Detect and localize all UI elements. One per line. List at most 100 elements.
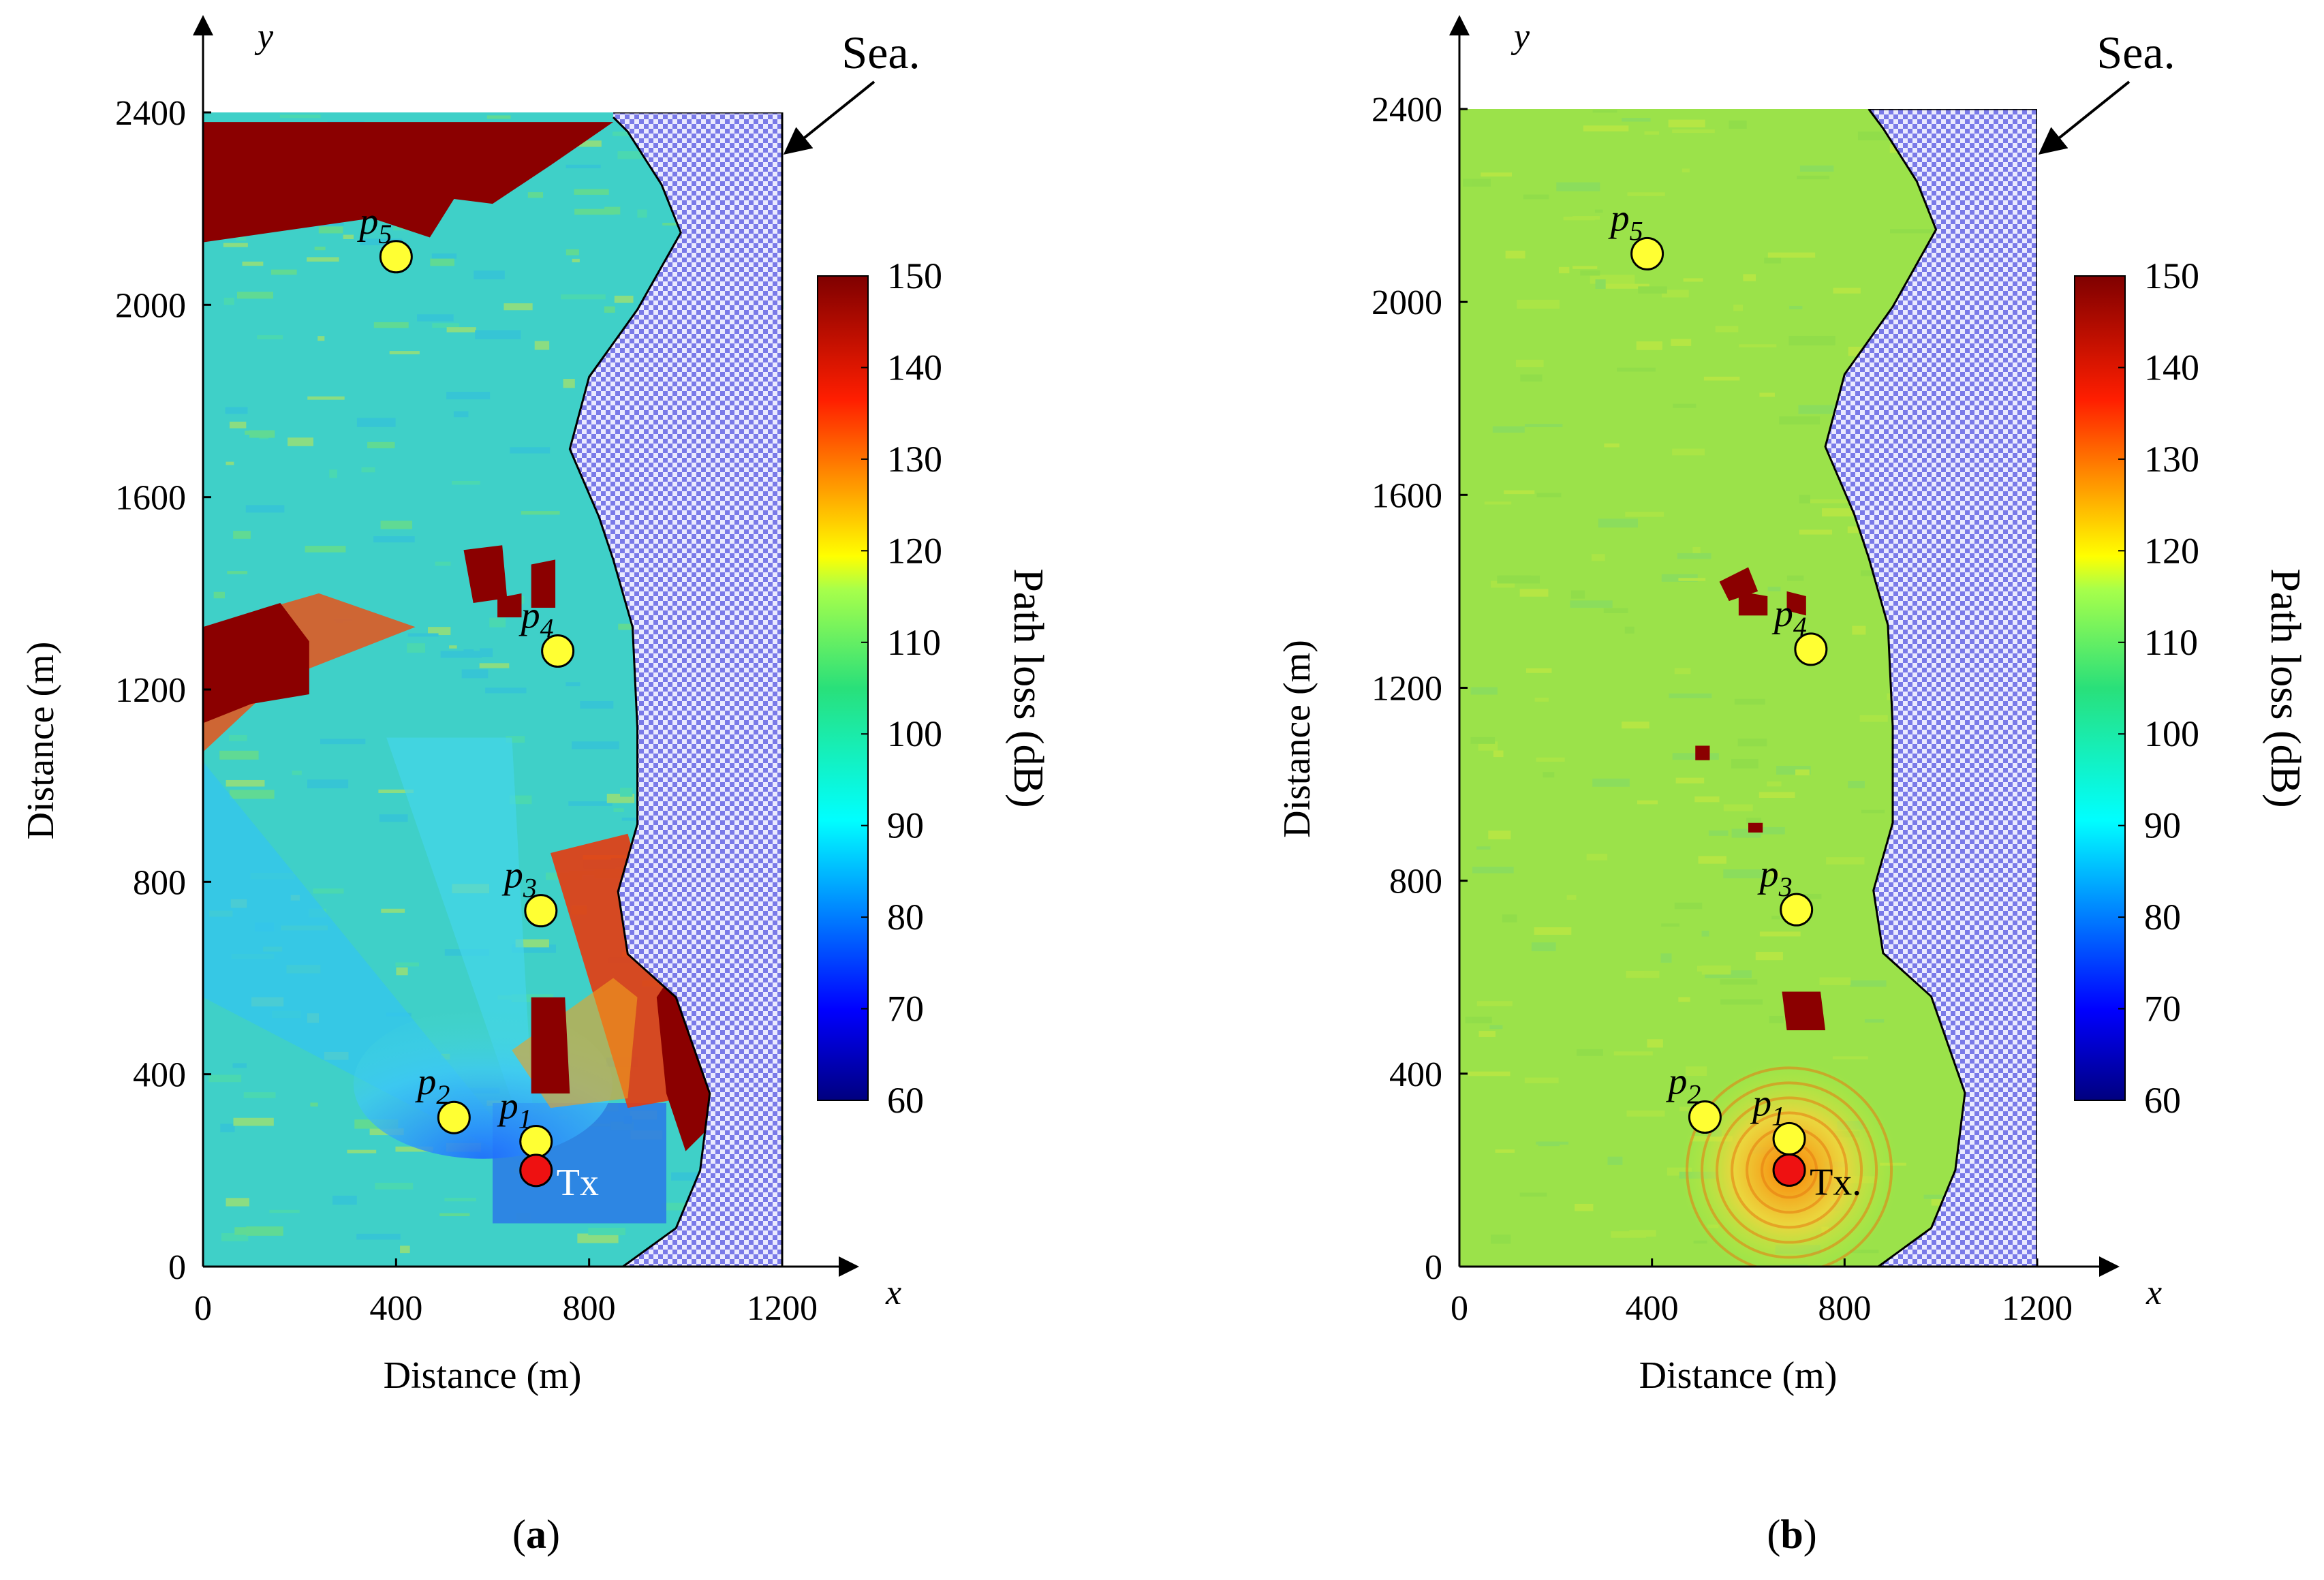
colorbar <box>2074 275 2126 1101</box>
heatmap-cell <box>1667 1167 1692 1176</box>
heatmap-cell <box>1575 1203 1594 1211</box>
heatmap-cell <box>379 814 408 822</box>
heatmap-cell <box>1678 578 1706 581</box>
heatmap-cell <box>1644 131 1659 135</box>
heatmap-cell <box>1625 512 1664 517</box>
colorbar-tick-label: 80 <box>2144 897 2181 938</box>
heatmap-cell <box>1497 575 1540 584</box>
heatmap-cell <box>617 151 662 159</box>
heatmap-cell <box>1668 119 1705 127</box>
y-tick-label: 800 <box>1389 863 1442 901</box>
heatmap-cell <box>1779 416 1821 425</box>
heatmap-cell <box>229 734 247 741</box>
heatmap-cell <box>1739 344 1777 347</box>
coastline <box>1824 109 1966 1267</box>
high-loss-building <box>1748 822 1763 833</box>
heatmap-cell <box>1756 826 1785 835</box>
heatmap-cell <box>428 627 451 636</box>
heatmap-cell <box>1478 1031 1496 1037</box>
heatmap-cell <box>1626 970 1660 978</box>
heatmap-cell <box>1733 305 1744 311</box>
colorbar-tick-label: 110 <box>887 622 941 663</box>
heatmap-cell <box>572 741 619 749</box>
heatmap-cell <box>440 651 482 658</box>
heatmap-cell <box>1729 120 1747 129</box>
y-tick-label: 0 <box>168 1248 186 1287</box>
tx-marker <box>1772 1153 1806 1187</box>
colorbar <box>817 275 869 1101</box>
heatmap-cell <box>1470 687 1498 695</box>
panel-a-caption: (a) <box>512 1512 560 1557</box>
heatmap-cell <box>565 164 601 168</box>
x-tick-label: 800 <box>1818 1289 1871 1328</box>
heatmap-cell <box>1525 424 1563 427</box>
y-tick-label: 2000 <box>1372 283 1442 322</box>
colorbar-tick-label: 70 <box>887 989 924 1029</box>
point-marker-p4 <box>541 634 575 668</box>
heatmap-cell <box>1590 275 1635 284</box>
heatmap-cell <box>1519 1192 1547 1197</box>
heatmap-cell <box>373 322 409 328</box>
colorbar-tick-label: 150 <box>2144 255 2199 296</box>
heatmap-cell <box>561 294 606 300</box>
y-axis-var: y <box>1510 17 1530 56</box>
heatmap-cell <box>1572 266 1598 269</box>
colorbar-tick-label: 130 <box>2144 439 2199 480</box>
heatmap-cell <box>1767 587 1781 591</box>
colorbar-tick-label: 70 <box>2144 989 2181 1029</box>
heatmap-cell <box>1586 854 1608 861</box>
colorbar-tick-label: 150 <box>887 255 942 296</box>
point-marker-p2 <box>1688 1100 1722 1134</box>
tx-label: Tx. <box>1810 1161 1861 1203</box>
heatmap-cell <box>1671 339 1692 346</box>
heatmap-cell <box>1829 512 1863 516</box>
heatmap-cell <box>1629 1230 1656 1237</box>
heatmap-cell <box>395 962 419 967</box>
heatmap-cell <box>320 739 366 745</box>
heatmap-cell <box>318 226 343 234</box>
heatmap-cell <box>1491 580 1515 588</box>
heatmap-cell <box>1627 192 1665 196</box>
point-marker-p5 <box>379 240 413 274</box>
heatmap-cell <box>246 1226 283 1236</box>
heatmap-cell <box>1520 374 1543 382</box>
heatmap-cell <box>1776 766 1811 775</box>
colorbar-label: Path loss (dB) <box>2262 568 2308 807</box>
x-tick-label: 400 <box>369 1289 422 1328</box>
heatmap-cell <box>229 790 275 799</box>
heatmap-cell <box>1705 970 1752 978</box>
heatmap-cell <box>1594 209 1603 213</box>
point-label-p1: p1 <box>1750 1082 1785 1131</box>
heatmap-cell <box>257 335 283 340</box>
heatmap-cell <box>1669 693 1712 698</box>
heatmap-cell <box>1890 229 1936 234</box>
heatmap-cell <box>407 633 439 637</box>
interference-ring <box>1701 1081 1878 1259</box>
heatmap-cell <box>1536 493 1562 497</box>
point-label-p4: p4 <box>518 595 554 644</box>
coverage-fan <box>203 761 536 1171</box>
colorbar-tick-label: 80 <box>887 897 924 938</box>
x-tick-label: 1200 <box>2002 1289 2073 1328</box>
heatmap-cell <box>1850 980 1887 987</box>
heatmap-cell <box>1755 952 1783 961</box>
heatmap-cell <box>506 736 525 743</box>
point-label-p2: p2 <box>1665 1061 1701 1110</box>
heatmap-cell <box>233 1117 274 1126</box>
heatmap-cell <box>1543 772 1555 778</box>
heatmap-cell <box>1734 698 1765 705</box>
heatmap-cell <box>1534 927 1572 935</box>
heatmap-cell <box>1524 1077 1559 1083</box>
heatmap-cell <box>475 330 521 339</box>
sea-label: Sea. <box>841 27 920 78</box>
heatmap-cell <box>208 1074 242 1083</box>
heatmap-cell <box>1558 266 1570 274</box>
heatmap-cell <box>361 467 375 473</box>
heatmap-cell <box>1563 217 1595 221</box>
point-label-p4: p4 <box>1771 593 1807 642</box>
y-tick-label: 400 <box>133 1056 186 1095</box>
heatmap-cell <box>307 396 345 400</box>
panel-a-chart: x y 0 400 800 1200 0 400 800 1200 1600 2000 2400 Dist… <box>20 15 1051 1397</box>
heatmap-cell <box>661 1203 701 1211</box>
